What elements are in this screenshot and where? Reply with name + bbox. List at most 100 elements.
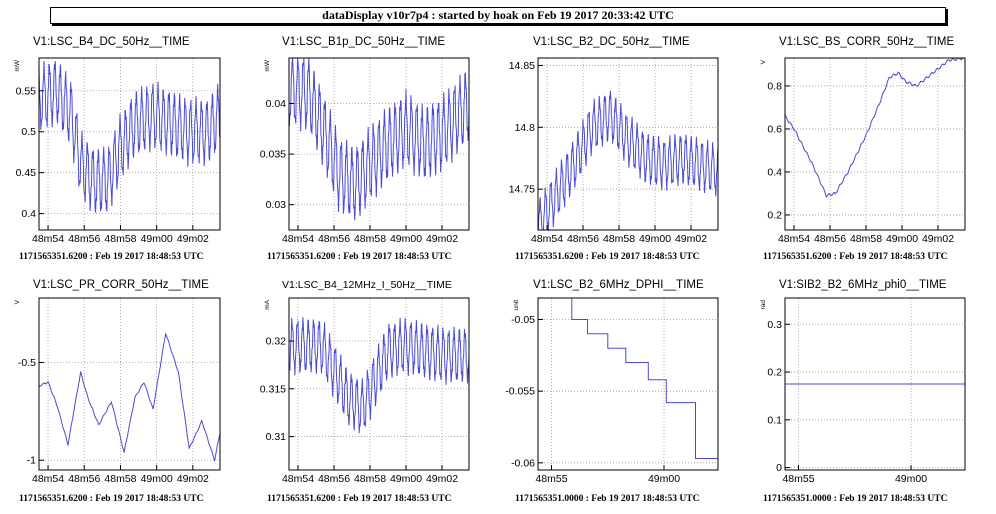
y-axis-unit-label: mW xyxy=(14,59,21,71)
plot-panel: 48m55 49m00 -0.06 -0.055 -0.05 unit xyxy=(505,297,719,485)
y-tick-label: 14.75 xyxy=(509,184,535,196)
y-tick-label: -0.05 xyxy=(511,314,535,326)
y-tick-label: 0.03 xyxy=(266,199,287,211)
x-tick-label: 49m02 xyxy=(675,233,707,245)
series-line xyxy=(288,57,470,221)
x-tick-label: 49m02 xyxy=(426,473,458,485)
y-tick-label: 0.3 xyxy=(767,319,782,331)
panel-title: V1:LSC_B4_12MHz_I_50Hz__TIME xyxy=(282,279,452,291)
y-tick-label: 0 xyxy=(776,462,782,474)
plot-panel: 48m54 48m56 48m58 49m00 49m02 -1 -0.5 V xyxy=(14,297,221,485)
panel-timestamp: 1171565351.6200 : Feb 19 2017 18:48:53 U… xyxy=(19,494,204,504)
y-tick-label: 14.85 xyxy=(509,60,535,72)
plot-panel: 48m54 48m56 48m58 49m00 49m02 0.2 0.4 0.6 0.8 V xyxy=(760,57,966,245)
x-tick-label: 49m02 xyxy=(922,233,954,245)
x-tick-label: 48m55 xyxy=(535,473,567,485)
y-tick-label: 0.32 xyxy=(266,336,287,348)
panel-title: V1:LSC_B4_DC_50Hz__TIME xyxy=(33,36,190,48)
y-tick-label: -0.055 xyxy=(505,386,535,398)
y-tick-label: 0.6 xyxy=(767,123,782,135)
x-tick-label: 49m00 xyxy=(141,473,173,485)
x-tick-label: 48m56 xyxy=(567,233,599,245)
plot-frame xyxy=(38,297,221,471)
panel-timestamp: 1171565351.6200 : Feb 19 2017 18:48:53 U… xyxy=(267,494,452,504)
plot-panel: 48m54 48m56 48m58 49m00 49m02 0.4 0.45 0.5 0.55 m… xyxy=(14,57,221,245)
x-tick-label: 48m56 xyxy=(318,473,350,485)
x-tick-label: 49m02 xyxy=(177,233,209,245)
panel-timestamp: 1171565351.6200 : Feb 19 2017 18:48:53 U… xyxy=(267,252,452,262)
plot-frame xyxy=(784,57,966,231)
x-tick-label: 49m02 xyxy=(426,233,458,245)
y-axis-unit-label: V xyxy=(760,59,767,64)
x-tick-label: 49m00 xyxy=(390,473,422,485)
y-tick-label: -0.5 xyxy=(18,357,36,369)
x-tick-label: 49m00 xyxy=(648,473,680,485)
x-tick-label: 48m54 xyxy=(531,233,563,245)
x-tick-label: 48m58 xyxy=(354,233,386,245)
plot-frame xyxy=(537,57,719,231)
plot-area xyxy=(785,58,965,230)
x-tick-label: 49m00 xyxy=(895,473,927,485)
panel-timestamp: 1171565351.0000 : Feb 19 2017 18:48:53 U… xyxy=(763,494,948,504)
plot-area xyxy=(289,298,469,470)
y-axis-unit-label: V xyxy=(14,299,21,304)
x-tick-label: 48m54 xyxy=(32,473,64,485)
plot-area xyxy=(538,298,718,470)
y-tick-label: 0.55 xyxy=(16,85,37,97)
y-axis-unit-label: unit xyxy=(513,300,520,311)
y-tick-label: 0.04 xyxy=(266,98,287,110)
y-tick-label: -0.06 xyxy=(511,457,535,469)
x-tick-label: 48m56 xyxy=(814,233,846,245)
y-tick-label: 0.035 xyxy=(260,149,286,161)
x-tick-label: 48m58 xyxy=(850,233,882,245)
x-tick-label: 48m58 xyxy=(104,473,136,485)
x-tick-label: 48m56 xyxy=(68,233,100,245)
series-line xyxy=(537,90,719,232)
panel-title: V1:LSC_B1p_DC_50Hz__TIME xyxy=(282,36,445,48)
x-tick-label: 48m56 xyxy=(68,473,100,485)
x-tick-label: 49m02 xyxy=(177,473,209,485)
plot-area xyxy=(39,298,220,470)
panel-title: V1:SIB2_B2_6MHz_phi0__TIME xyxy=(779,279,947,291)
x-tick-label: 48m56 xyxy=(318,233,350,245)
plot-panel: 48m55 49m00 0 0.1 0.2 0.3 rad xyxy=(760,297,966,485)
x-tick-label: 48m58 xyxy=(603,233,635,245)
x-tick-label: 48m54 xyxy=(32,233,64,245)
y-tick-label: 0.31 xyxy=(266,431,287,443)
panel-title: V1:LSC_PR_CORR_50Hz__TIME xyxy=(33,279,209,291)
panel-timestamp: 1171565351.6200 : Feb 19 2017 18:48:53 U… xyxy=(19,252,204,262)
plot-panel: 48m54 48m56 48m58 49m00 49m02 14.75 14.8 14.85 xyxy=(509,57,719,245)
plot-frame xyxy=(784,297,966,471)
x-tick-label: 49m00 xyxy=(390,233,422,245)
y-tick-label: 0.8 xyxy=(767,80,782,92)
y-tick-label: 0.45 xyxy=(16,167,37,179)
y-tick-label: 0.1 xyxy=(767,414,782,426)
y-axis-unit-label: rad xyxy=(760,300,767,310)
x-tick-label: 49m00 xyxy=(141,233,173,245)
series-line xyxy=(784,57,965,198)
plot-panel: 48m54 48m56 48m58 49m00 49m02 0.03 0.035 0.04 mW xyxy=(260,57,470,245)
plot-area xyxy=(39,58,220,230)
x-tick-label: 48m58 xyxy=(104,233,136,245)
panel-timestamp: 1171565351.6200 : Feb 19 2017 18:48:53 U… xyxy=(515,252,700,262)
x-tick-label: 48m54 xyxy=(282,473,314,485)
y-axis-unit-label: mA xyxy=(264,299,271,309)
panel-title: V1:LSC_B2_DC_50Hz__TIME xyxy=(533,36,690,48)
x-tick-label: 49m00 xyxy=(639,233,671,245)
plot-frame xyxy=(537,297,719,471)
plot-frame xyxy=(38,57,221,231)
x-tick-label: 48m54 xyxy=(778,233,810,245)
plot-panel: 48m54 48m56 48m58 49m00 49m02 0.31 0.315 0.32 mA xyxy=(260,297,470,485)
y-tick-label: 0.5 xyxy=(21,126,36,138)
window-title: dataDisplay v10r7p4 : started by hoak on… xyxy=(50,7,946,24)
series-line xyxy=(38,332,221,462)
panel-timestamp: 1171565351.6200 : Feb 19 2017 18:48:53 U… xyxy=(763,252,948,262)
plot-frame xyxy=(288,297,470,471)
x-tick-label: 48m58 xyxy=(354,473,386,485)
panel-title: V1:LSC_BS_CORR_50Hz__TIME xyxy=(779,36,955,48)
x-tick-label: 48m55 xyxy=(782,473,814,485)
series-line xyxy=(538,297,719,470)
y-tick-label: 14.8 xyxy=(515,122,536,134)
y-tick-label: 0.4 xyxy=(21,208,36,220)
